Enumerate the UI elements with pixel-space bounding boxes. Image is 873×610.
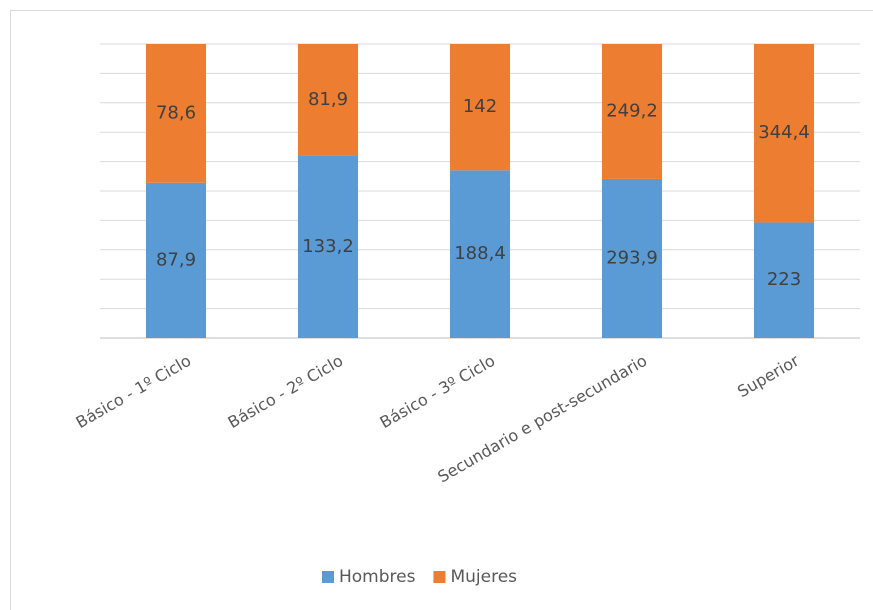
data-label: 133,2 bbox=[302, 236, 354, 257]
bar-segment bbox=[146, 182, 206, 338]
data-label: 344,4 bbox=[758, 122, 810, 143]
legend-swatch bbox=[433, 571, 446, 583]
bar-segment bbox=[298, 44, 358, 156]
data-label: 87,9 bbox=[156, 249, 196, 270]
data-label: 249,2 bbox=[606, 100, 658, 121]
data-label: 78,6 bbox=[156, 102, 196, 123]
x-tick-label: Básico - 3º Ciclo bbox=[377, 351, 499, 432]
legend-swatch bbox=[322, 571, 334, 583]
x-tick-label: Básico - 1º Ciclo bbox=[73, 351, 195, 432]
bar-segment bbox=[450, 170, 510, 338]
chart-border bbox=[10, 10, 873, 610]
bar-segment bbox=[450, 44, 510, 171]
bar-segment bbox=[298, 155, 358, 338]
data-label: 293,9 bbox=[606, 247, 658, 268]
bar-segment bbox=[754, 222, 814, 338]
bar-segment bbox=[754, 44, 814, 223]
data-label: 81,9 bbox=[308, 89, 348, 110]
bar-segment bbox=[146, 44, 206, 183]
data-label: 188,4 bbox=[454, 243, 506, 264]
x-tick-label: Superior bbox=[734, 351, 802, 402]
data-label: 142 bbox=[463, 96, 497, 117]
legend-label: Hombres bbox=[339, 567, 416, 587]
x-tick-label: Básico - 2º Ciclo bbox=[225, 351, 347, 432]
bar-segment bbox=[602, 44, 662, 179]
data-label: 223 bbox=[767, 269, 801, 290]
bar-segment bbox=[602, 178, 662, 338]
legend-label: Mujeres bbox=[450, 567, 517, 587]
